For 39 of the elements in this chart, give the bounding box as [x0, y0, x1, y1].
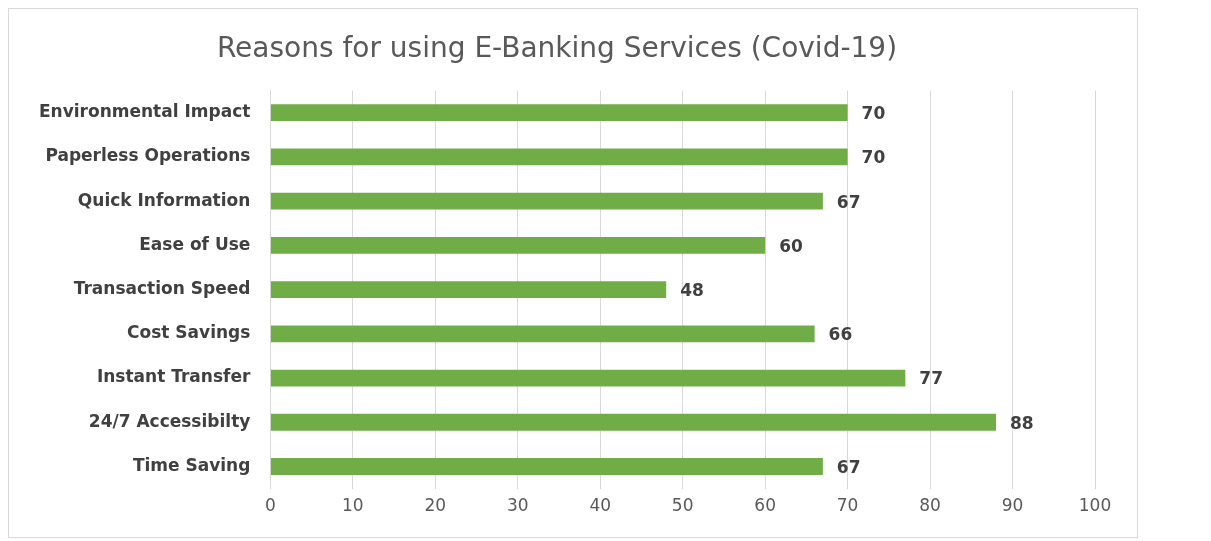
x-tick-label: 30 [506, 495, 529, 516]
bar [270, 148, 848, 166]
y-tick-label: Instant Transfer [96, 366, 251, 387]
bar [270, 458, 823, 475]
x-tick-label: 50 [671, 495, 694, 516]
y-tick-label: Cost Savings [127, 322, 251, 343]
data-label: 88 [1010, 412, 1034, 433]
x-tick-label: 10 [342, 495, 364, 516]
y-tick-label: Transaction Speed [73, 278, 251, 299]
x-tick-label: 40 [589, 495, 612, 516]
data-label: 48 [680, 280, 704, 301]
y-tick-label: Paperless Operations [45, 145, 251, 166]
y-tick-label: Time Saving [132, 454, 251, 475]
data-label: 66 [828, 324, 853, 345]
bar [270, 236, 766, 254]
y-tick-label: 24/7 Accessibilty [88, 410, 251, 431]
data-label: 70 [861, 103, 886, 124]
x-tick-label: 20 [424, 495, 447, 516]
x-tick-label: 60 [754, 495, 776, 516]
bar [270, 413, 997, 431]
y-tick-label: Environmental Impact [38, 101, 251, 122]
bar [270, 369, 906, 387]
data-label: 60 [779, 235, 803, 256]
data-label: 67 [836, 191, 861, 212]
bar [270, 192, 823, 210]
y-tick-label: Quick Information [77, 189, 251, 210]
bar [270, 325, 815, 343]
x-tick-label: 70 [836, 495, 859, 516]
data-label: 67 [836, 456, 861, 477]
bar [270, 104, 848, 122]
bar [270, 281, 667, 298]
x-tick-label: 90 [1001, 495, 1024, 516]
x-tick-label: 0 [264, 495, 276, 516]
y-tick-label: Ease of Use [139, 233, 251, 254]
data-label: 70 [861, 147, 886, 168]
x-tick-label: 80 [919, 495, 941, 516]
chart-title: Reasons for using E-Banking Services (Covid-19) [216, 31, 898, 65]
x-tick-label: 100 [1078, 495, 1112, 516]
data-label: 77 [919, 368, 944, 389]
